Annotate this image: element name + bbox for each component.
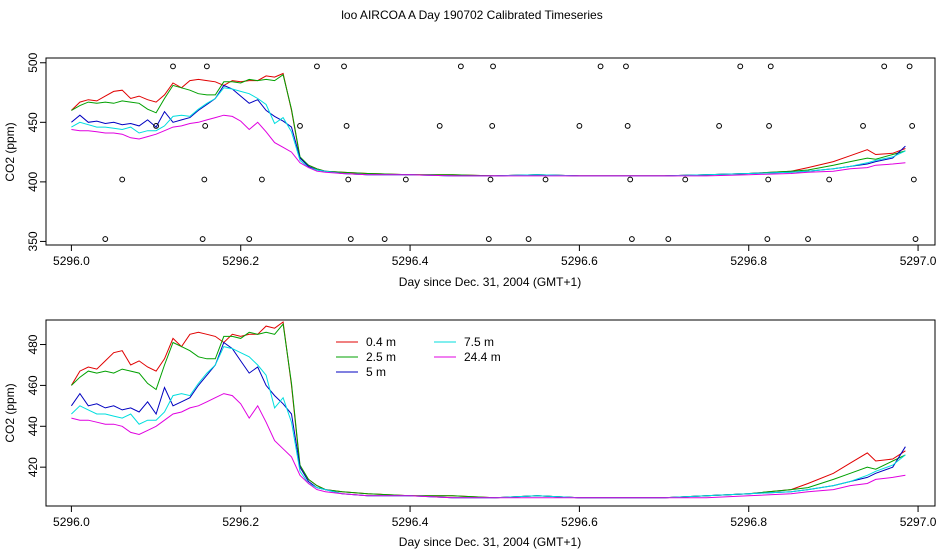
calibration-point <box>737 63 744 70</box>
legend-label-24-4-m: 24.4 m <box>464 350 501 364</box>
bottom-y-tick-label: 480 <box>26 334 40 354</box>
calibration-point <box>826 176 833 183</box>
top-series-line-0-4-m <box>71 72 906 177</box>
bottom-y-tick-label: 460 <box>26 375 40 395</box>
bottom-series-line-24-4-m <box>71 393 906 499</box>
calibration-point <box>623 63 629 70</box>
calibration-point <box>490 63 496 70</box>
bottom-series-line-5-m <box>70 341 906 499</box>
calibration-point <box>576 122 583 129</box>
top-plot-marks <box>71 63 919 242</box>
legend-label-7-5-m: 7.5 m <box>464 335 494 349</box>
figure-title: loo AIRCOA A Day 190702 Calibrated Times… <box>341 8 602 22</box>
calibration-point <box>485 236 492 242</box>
bottom-y-axis: 420 440 460 480 <box>26 334 46 477</box>
bottom-plot-frame <box>45 319 936 507</box>
calibration-point <box>525 236 532 242</box>
top-y-tick-label: 500 <box>26 52 40 72</box>
calibration-point <box>402 176 409 183</box>
top-x-axis-label: Day since Dec. 31, 2004 (GMT+1) <box>399 275 581 289</box>
calibration-point <box>489 122 496 129</box>
calibration-point <box>624 122 631 129</box>
bottom-plot-marks <box>70 321 906 499</box>
calibration-point <box>153 122 159 129</box>
calibration-point <box>665 236 672 242</box>
calibration-point <box>487 176 494 183</box>
top-y-tick-label: 450 <box>26 112 40 132</box>
calibration-point <box>170 63 176 70</box>
top-series-line-24-4-m <box>71 114 906 177</box>
bottom-x-tick-label: 5296.2 <box>222 515 259 529</box>
top-y-axis-label: CO2 (ppm) <box>3 122 17 181</box>
top-y-axis: 350 400 450 500 <box>26 52 46 251</box>
calibration-point <box>682 176 689 183</box>
legend-label-5-m: 5 m <box>366 365 386 379</box>
top-x-tick-label: 5296.0 <box>53 254 90 268</box>
bottom-x-tick-label: 5296.0 <box>53 515 90 529</box>
calibration-point <box>627 176 634 183</box>
calibration-point <box>881 63 888 70</box>
bottom-x-tick-label: 5296.4 <box>392 515 429 529</box>
calibration-point <box>201 176 208 183</box>
top-x-tick-label: 5297.0 <box>900 254 937 268</box>
top-x-tick-label: 5296.8 <box>730 254 767 268</box>
calibration-point <box>199 236 206 242</box>
top-series-line-2-5-m <box>71 73 906 177</box>
bottom-x-axis-label: Day since Dec. 31, 2004 (GMT+1) <box>399 535 581 549</box>
legend: 0.4 m2.5 m5 m 7.5 m24.4 m <box>336 335 501 379</box>
bottom-y-tick-label: 440 <box>26 416 40 436</box>
calibration-point <box>805 236 811 242</box>
bottom-x-tick-label: 5297.0 <box>900 515 937 529</box>
calibration-point <box>628 236 635 242</box>
calibration-point <box>766 122 772 129</box>
calibration-point <box>343 122 350 129</box>
top-y-tick-label: 350 <box>26 231 40 251</box>
bottom-series-line-7-5-m <box>71 346 906 499</box>
calibration-point <box>457 63 464 70</box>
calibration-point <box>381 236 388 242</box>
legend-label-2-5-m: 2.5 m <box>366 350 396 364</box>
top-x-axis: 5296.0 5296.2 5296.4 5296.6 5296.8 5297.0 <box>53 245 937 268</box>
top-series-line-5-m <box>71 84 906 177</box>
calibration-point <box>347 236 354 242</box>
calibration-point <box>345 176 352 183</box>
top-series-line-7-5-m <box>71 87 906 177</box>
top-y-tick-label: 400 <box>26 172 40 192</box>
calibration-point <box>314 63 320 70</box>
calibration-point <box>910 176 917 183</box>
calibration-point <box>716 122 722 129</box>
bottom-x-tick-label: 5296.6 <box>561 515 598 529</box>
calibration-point <box>542 176 549 183</box>
calibration-point <box>436 122 443 129</box>
calibration-point <box>246 236 253 242</box>
bottom-panel: 5296.0 5296.2 5296.4 5296.6 5296.8 5297.0 420… <box>3 319 937 549</box>
calibration-point <box>341 63 347 70</box>
legend-label-0-4-m: 0.4 m <box>366 335 396 349</box>
bottom-x-tick-label: 5296.8 <box>730 515 767 529</box>
calibration-point <box>297 122 303 129</box>
top-x-tick-label: 5296.2 <box>222 254 259 268</box>
top-x-tick-label: 5296.6 <box>561 254 598 268</box>
calibration-point <box>102 236 109 242</box>
calibration-point <box>202 122 209 129</box>
calibration-point <box>259 176 265 183</box>
top-panel: 5296.0 5296.2 5296.4 5296.6 5296.8 5297.0 350… <box>3 52 937 289</box>
calibration-point <box>764 236 771 242</box>
calibration-point <box>906 63 913 70</box>
bottom-x-axis: 5296.0 5296.2 5296.4 5296.6 5296.8 5297.0 <box>53 506 937 529</box>
calibration-point <box>597 63 604 70</box>
bottom-y-axis-label: CO2 (ppm) <box>3 383 17 442</box>
top-x-tick-label: 5296.4 <box>392 254 429 268</box>
top-plot-frame <box>45 57 936 246</box>
calibration-point <box>909 122 916 129</box>
calibration-point <box>203 63 210 70</box>
calibration-point <box>767 63 774 70</box>
bottom-y-tick-label: 420 <box>26 457 40 477</box>
calibration-point <box>765 176 772 183</box>
calibration-point <box>119 176 126 183</box>
calibration-point <box>912 236 919 242</box>
calibration-point <box>860 122 866 129</box>
